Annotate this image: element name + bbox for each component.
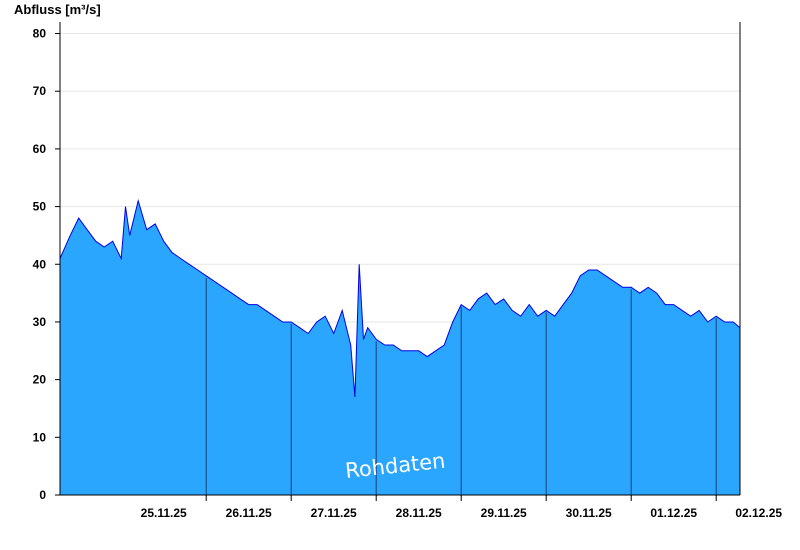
x-tick-label: 30.11.25 xyxy=(566,506,612,520)
y-tick-labels: 0 10 20 30 40 50 60 70 80 xyxy=(33,27,47,502)
y-tick-label: 80 xyxy=(33,27,47,41)
x-tick-label: 28.11.25 xyxy=(396,506,442,520)
series-line xyxy=(59,198,741,397)
x-tick-label: 29.11.25 xyxy=(481,506,527,520)
x-tick-label: 26.11.25 xyxy=(226,506,272,520)
y-tick-label: 40 xyxy=(33,257,47,271)
x-tick-label: 01.12.25 xyxy=(650,506,697,520)
x-tick-label: 25.11.25 xyxy=(141,506,187,520)
y-tick-label: 10 xyxy=(33,430,47,444)
y-axis-label: Abfluss [m³/s] xyxy=(14,2,101,17)
series-area-fill xyxy=(60,200,740,496)
x-tick-label: 27.11.25 xyxy=(311,506,357,520)
day-separator-lines xyxy=(205,277,717,495)
axes xyxy=(55,22,741,501)
y-tick-label: 60 xyxy=(33,142,47,156)
y-tick-label: 70 xyxy=(33,84,47,98)
y-tick-label: 20 xyxy=(33,373,47,387)
x-tick-labels: 25.11.25 26.11.25 27.11.25 28.11.25 29.11.25… xyxy=(141,506,783,520)
y-tick-label: 0 xyxy=(39,488,46,502)
y-tick-label: 30 xyxy=(33,315,47,329)
x-tick-label: 02.12.25 xyxy=(735,506,782,520)
y-tick-label: 50 xyxy=(33,200,47,214)
